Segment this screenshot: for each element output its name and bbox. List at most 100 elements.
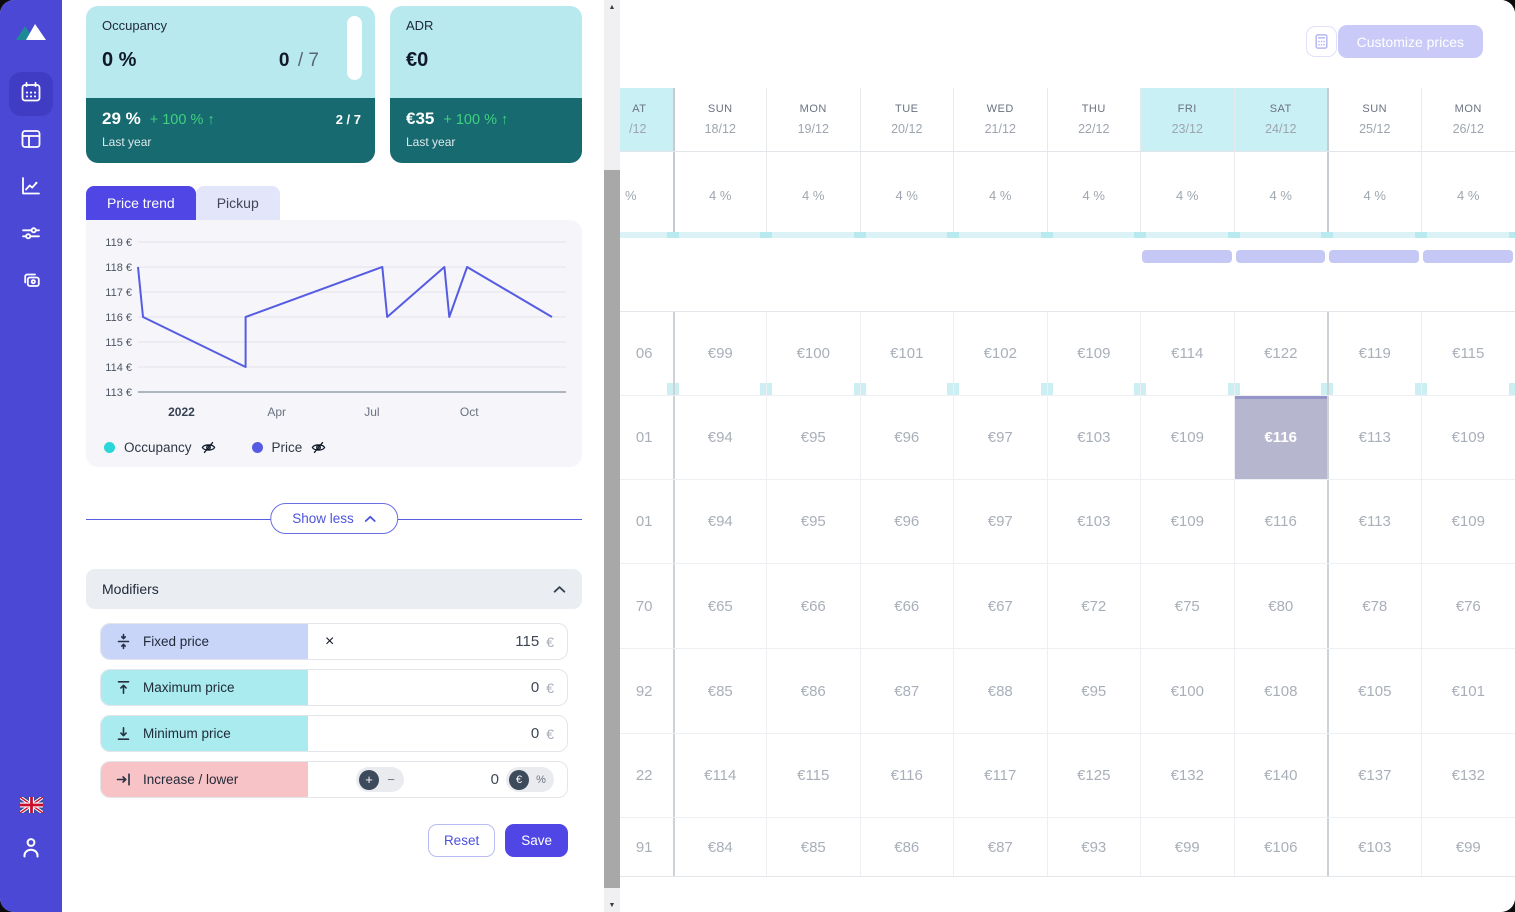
price-cell[interactable]: €113 <box>1327 396 1421 479</box>
price-cell[interactable]: €96 <box>859 480 954 563</box>
price-cell[interactable]: €115 <box>766 734 860 817</box>
modifier-value[interactable]: 115 <box>515 633 540 650</box>
price-cell[interactable]: €103 <box>1046 480 1141 563</box>
price-cell[interactable]: €108 <box>1233 649 1328 733</box>
adjustment-cell[interactable]: 4 % <box>1420 152 1515 238</box>
price-cell[interactable]: 91 <box>635 838 653 856</box>
day-column-header[interactable]: SAT 24/12 <box>1233 88 1327 151</box>
euro-toggle-option[interactable]: € <box>509 769 529 790</box>
price-cell[interactable]: €87 <box>953 818 1047 876</box>
price-cell[interactable]: 92 <box>635 682 653 700</box>
price-cell[interactable]: €75 <box>1140 564 1234 648</box>
price-cell[interactable]: 06 <box>620 312 678 395</box>
reset-button[interactable]: Reset <box>427 824 496 857</box>
language-flag-uk-icon[interactable] <box>19 797 43 813</box>
eye-off-icon[interactable] <box>311 440 326 455</box>
adjustment-cell[interactable]: 4 % <box>1046 152 1146 238</box>
modifier-value-field[interactable]: × 115 € <box>308 624 567 659</box>
price-cell[interactable]: €117 <box>953 734 1047 817</box>
modifiers-header[interactable]: Modifiers <box>86 569 582 609</box>
scroll-up-arrow-icon[interactable]: ▲ <box>608 3 616 11</box>
price-cell[interactable]: €99 <box>672 312 772 395</box>
price-cell[interactable]: €72 <box>1046 564 1141 648</box>
price-cell[interactable]: €78 <box>1327 564 1421 648</box>
price-cell[interactable]: €137 <box>1327 734 1421 817</box>
legend-item-price[interactable]: Price <box>251 440 327 455</box>
adjustment-cell[interactable]: % <box>620 152 678 238</box>
sidebar-item-copies[interactable] <box>9 260 53 304</box>
price-cell[interactable]: €94 <box>672 396 767 479</box>
sidebar-item-settings[interactable] <box>9 213 53 257</box>
day-column-header[interactable]: MON 26/12 <box>1420 88 1515 151</box>
panel-scrollbar[interactable]: ▲ ▼ <box>604 0 620 912</box>
price-cell[interactable]: €86 <box>766 649 860 733</box>
price-cell[interactable]: €140 <box>1233 734 1328 817</box>
sidebar-item-calendar[interactable] <box>9 72 53 116</box>
price-cell[interactable]: €85 <box>672 649 767 733</box>
price-cell[interactable]: €88 <box>953 649 1047 733</box>
eye-off-icon[interactable] <box>201 440 216 455</box>
price-cell[interactable]: €103 <box>1327 818 1421 876</box>
save-button[interactable]: Save <box>505 824 568 857</box>
price-cell[interactable]: €99 <box>1420 818 1515 876</box>
day-column-header[interactable]: THU 22/12 <box>1046 88 1141 151</box>
price-cell[interactable]: €132 <box>1140 734 1234 817</box>
adjustment-cell[interactable]: 4 % <box>859 152 959 238</box>
price-cell[interactable]: €100 <box>766 312 865 395</box>
price-cell[interactable]: €95 <box>766 480 860 563</box>
price-cell[interactable]: €113 <box>1327 480 1421 563</box>
modifier-value-field[interactable]: + − 0 €% <box>308 762 567 797</box>
sidebar-item-analytics[interactable] <box>9 166 53 210</box>
price-cell[interactable]: 70 <box>635 597 653 615</box>
price-cell[interactable]: 22 <box>635 767 653 784</box>
price-cell[interactable]: €109 <box>1420 480 1515 563</box>
price-cell[interactable]: €67 <box>953 564 1047 648</box>
increase-decrease-toggle[interactable]: + − <box>356 767 404 792</box>
day-column-header[interactable]: WED 21/12 <box>953 88 1047 151</box>
price-cell[interactable]: €94 <box>672 480 767 563</box>
modifier-value[interactable]: 0 <box>530 679 540 696</box>
plus-toggle-option[interactable]: + <box>359 769 379 790</box>
price-cell[interactable]: €66 <box>859 564 954 648</box>
price-cell[interactable]: €116 <box>859 734 954 817</box>
price-cell[interactable]: €101 <box>1420 649 1515 733</box>
day-column-header[interactable]: TUE 20/12 <box>859 88 954 151</box>
currency-percent-toggle[interactable]: €% <box>506 767 554 792</box>
legend-item-occupancy[interactable]: Occupancy <box>104 440 216 455</box>
scrollbar-thumb[interactable] <box>604 170 620 888</box>
price-cell[interactable]: €95 <box>1046 649 1141 733</box>
price-cell[interactable]: €132 <box>1420 734 1515 817</box>
price-cell[interactable]: 01 <box>635 513 653 530</box>
price-cell[interactable]: €125 <box>1046 734 1141 817</box>
adjustment-cell[interactable]: 4 % <box>672 152 772 238</box>
modifier-value[interactable]: 0 <box>530 725 540 742</box>
price-cell[interactable]: €106 <box>1233 818 1328 876</box>
adjustment-cell[interactable]: 4 % <box>953 152 1052 238</box>
price-cell[interactable]: 01 <box>635 429 653 446</box>
price-cell[interactable]: €97 <box>953 396 1047 479</box>
price-cell[interactable]: €66 <box>766 564 860 648</box>
price-cell[interactable]: €100 <box>1140 649 1234 733</box>
adjustment-cell[interactable]: 4 % <box>1233 152 1333 238</box>
minus-toggle-option[interactable]: − <box>387 772 395 787</box>
price-cell[interactable]: €103 <box>1046 396 1141 479</box>
customize-prices-button[interactable]: Customize prices <box>1337 25 1483 58</box>
tab-pickup[interactable]: Pickup <box>195 186 280 220</box>
price-cell[interactable]: €65 <box>672 564 767 648</box>
price-cell[interactable]: €105 <box>1327 649 1421 733</box>
price-cell[interactable]: €114 <box>672 734 767 817</box>
price-cell[interactable]: €109 <box>1046 312 1146 395</box>
price-cell[interactable]: €76 <box>1420 564 1515 648</box>
price-cell[interactable]: €109 <box>1140 396 1234 479</box>
price-cell[interactable]: €95 <box>766 396 860 479</box>
adjustment-cell[interactable]: 4 % <box>1327 152 1426 238</box>
adjustment-cell[interactable]: 4 % <box>1140 152 1239 238</box>
modifier-value-field[interactable]: 0 € <box>308 716 567 751</box>
price-cell[interactable]: €87 <box>859 649 954 733</box>
price-cell[interactable]: €84 <box>672 818 767 876</box>
price-cell-selected[interactable]: €116 <box>1233 396 1327 479</box>
price-cell[interactable]: €97 <box>953 480 1047 563</box>
sidebar-item-rooms[interactable] <box>9 119 53 163</box>
price-cell[interactable]: €109 <box>1140 480 1234 563</box>
day-column-header[interactable]: AT /12 <box>620 88 673 151</box>
